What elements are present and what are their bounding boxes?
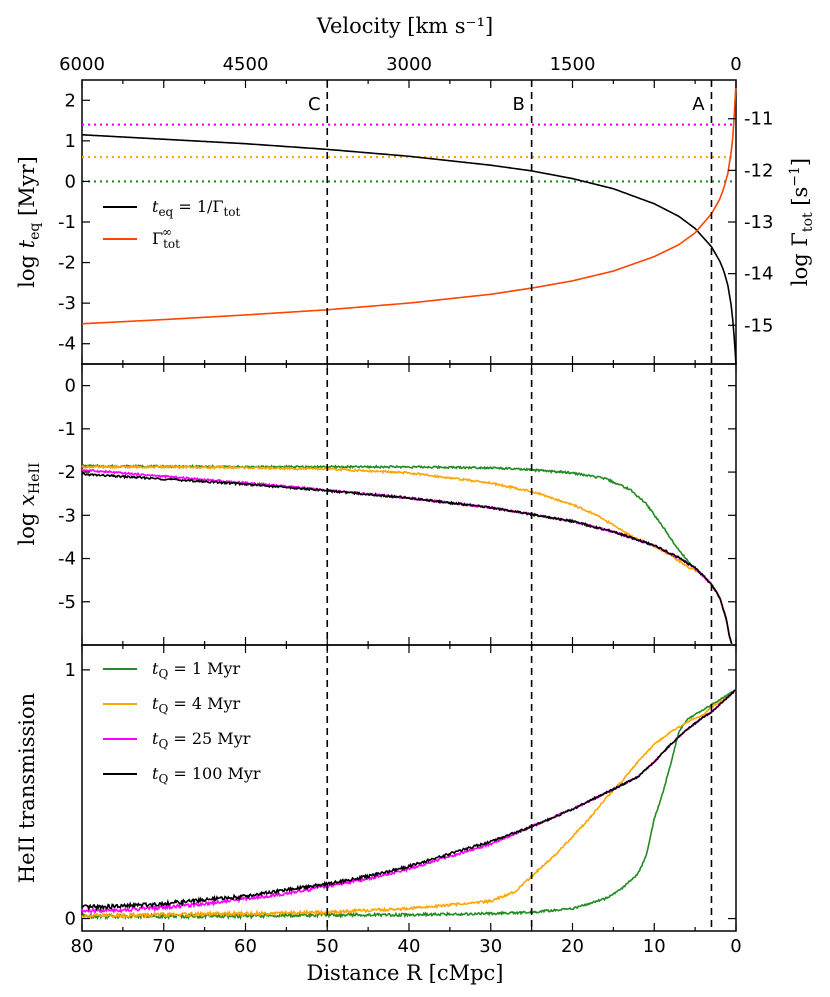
- curve-bottom-tQ100: [81, 689, 737, 912]
- right-ytick-label: -12: [744, 160, 773, 181]
- curve-bottom-tQ4: [81, 688, 737, 920]
- panel-middle-frame: [81, 363, 737, 646]
- ytick-label: -4: [58, 334, 76, 355]
- xtick-label: 60: [234, 936, 257, 957]
- marker-label-B: B: [512, 94, 524, 115]
- xtick-label: 20: [561, 936, 584, 957]
- top-tick-label: 1500: [550, 54, 596, 75]
- top-tick-label: 3000: [386, 54, 432, 75]
- ytick-label: 1: [65, 131, 76, 152]
- xtick-label: 50: [316, 936, 339, 957]
- panel-bottom-frame: [81, 644, 737, 932]
- reference-hlines: [82, 123, 736, 183]
- right-ytick-label: -11: [744, 109, 773, 130]
- curve-middle-tQ25: [81, 468, 733, 645]
- curve-middle-tQ4: [81, 464, 733, 646]
- ytick-label: 0: [65, 376, 76, 397]
- ytick-label: -4: [58, 549, 76, 570]
- top-tick-label: 4500: [223, 54, 269, 75]
- marker-label-C: C: [308, 94, 321, 115]
- curve-bottom-tQ1: [81, 689, 737, 921]
- right-ytick-label: -15: [744, 315, 773, 336]
- curve-middle-tQ1: [81, 463, 733, 646]
- curve-top-teq: [81, 133, 737, 365]
- ytick-label: 1: [65, 660, 76, 681]
- ytick-label: -3: [58, 293, 76, 314]
- top-tick-label: 0: [730, 54, 741, 75]
- legend-label-teq: teq = 1/Γtot: [152, 197, 241, 219]
- top-right-ylabel: log Γtot [s−1]: [787, 158, 816, 286]
- legend-label-tQ4: tQ = 4 Myr: [152, 694, 241, 716]
- panel-top-frame: [81, 79, 737, 365]
- bottom-axis-title: Distance R [cMpc]: [306, 961, 503, 985]
- bottom-ylabel: HeII transmission: [15, 693, 39, 883]
- top-left-ylabel: log teq [Myr]: [15, 156, 43, 288]
- legend-label-tQ25: tQ = 25 Myr: [152, 729, 251, 751]
- legends: teq = 1/Γtot Γtot∞ tQ = 1 Myr tQ = 4 Myr tQ …: [103, 197, 261, 786]
- ytick-label: -3: [58, 505, 76, 526]
- marker-label-A: A: [692, 94, 705, 115]
- ytick-label: 0: [65, 909, 76, 930]
- ytick-label: -5: [58, 592, 76, 613]
- curve-middle-tQ100: [81, 472, 733, 645]
- legend-label-tQ100: tQ = 100 Myr: [152, 764, 261, 786]
- top-tick-label: 6000: [59, 54, 105, 75]
- ytick-label: -1: [58, 212, 76, 233]
- top-axis-title: Velocity [km s⁻¹]: [316, 14, 493, 38]
- middle-ylabel: log xHeII: [15, 463, 43, 546]
- xtick-label: 80: [71, 936, 94, 957]
- right-ytick-label: -14: [744, 264, 773, 285]
- ytick-label: 0: [65, 171, 76, 192]
- ytick-label: 2: [65, 90, 76, 111]
- xtick-label: 0: [730, 936, 741, 957]
- legend-label-gamma: Γtot∞: [152, 225, 180, 251]
- legend-label-tQ1: tQ = 1 Myr: [152, 659, 241, 681]
- data-curves: [81, 82, 737, 921]
- right-ytick-label: -13: [744, 212, 773, 233]
- ytick-label: -2: [58, 462, 76, 483]
- xtick-label: 10: [643, 936, 666, 957]
- xtick-label: 70: [152, 936, 175, 957]
- axis-ticks: 80 70 60 50 40 30 20 10 0210-1-2-3-4-11-12-13-14…: [58, 80, 773, 957]
- curve-top-gamma: [81, 82, 737, 325]
- ytick-label: -2: [58, 253, 76, 274]
- curve-bottom-tQ25: [81, 689, 737, 914]
- xtick-label: 40: [398, 936, 421, 957]
- top-axis-ticks: 6000 4500 3000 1500 0: [59, 54, 742, 75]
- ytick-label: -1: [58, 419, 76, 440]
- xtick-label: 30: [479, 936, 502, 957]
